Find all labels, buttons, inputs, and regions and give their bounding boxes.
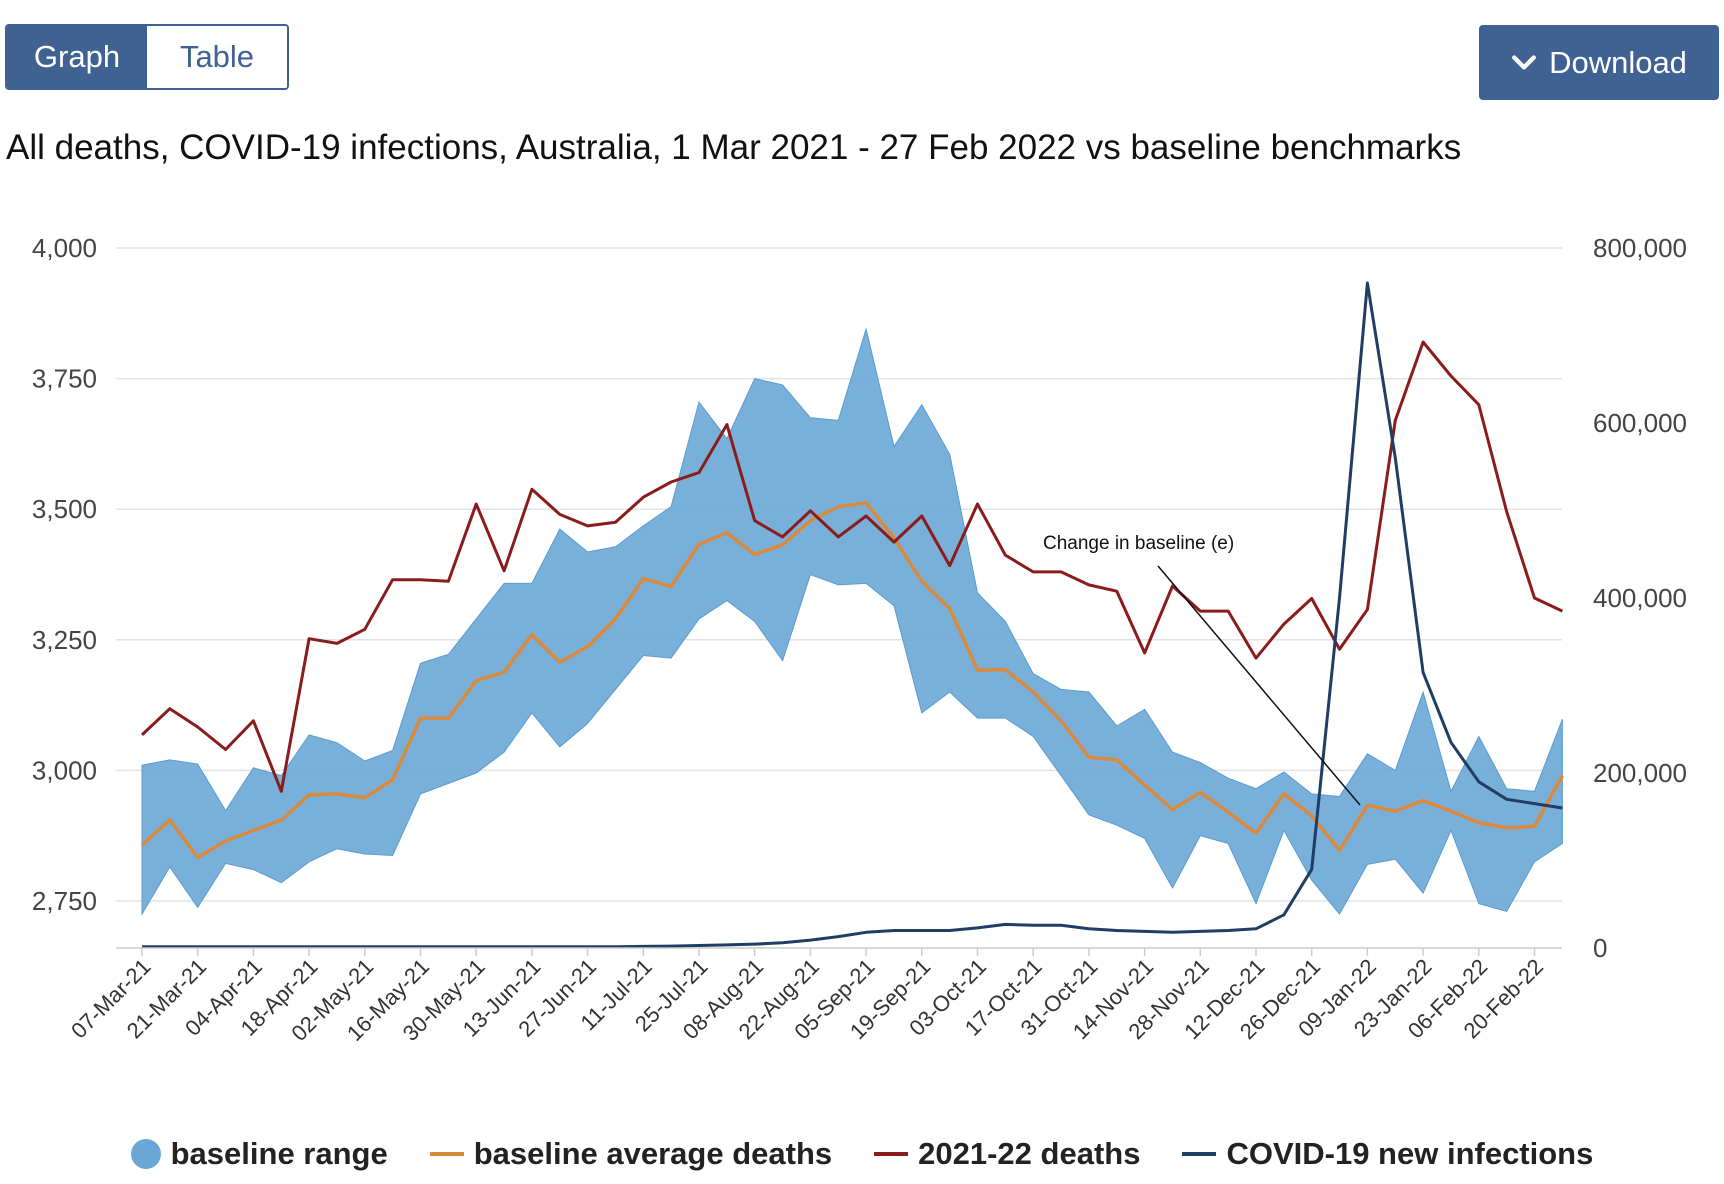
table-tab-button[interactable]: Table — [147, 26, 287, 88]
legend-swatch — [130, 1139, 161, 1169]
download-button[interactable]: Download — [1479, 25, 1719, 100]
baseline-average-line — [140, 501, 1564, 860]
download-button-label: Download — [1549, 44, 1687, 80]
legend-item-infections[interactable]: COVID-19 new infections — [1182, 1136, 1593, 1172]
y-left-tick-label: 2,750 — [32, 886, 97, 916]
baseline-range-band — [141, 327, 1563, 916]
y-right-tick-label: 600,000 — [1593, 408, 1687, 438]
y-left-tick-label: 3,250 — [32, 625, 97, 655]
deaths-2021-22-line — [140, 340, 1564, 793]
legend-swatch — [874, 1152, 909, 1156]
view-toggle: Graph Table — [5, 24, 289, 90]
y-left-tick-label: 4,000 — [32, 233, 97, 263]
legend-item-baseline-average[interactable]: baseline average deaths — [429, 1136, 833, 1172]
y-right-tick-label: 200,000 — [1593, 758, 1687, 788]
annotation: Change in baseline (e) — [1043, 533, 1361, 806]
y-right-tick-label: 0 — [1593, 933, 1607, 963]
y-left-tick-label: 3,750 — [32, 364, 97, 394]
chevron-down-icon — [1512, 54, 1536, 69]
y-left-tick-label: 3,500 — [32, 494, 97, 524]
legend-swatch — [1182, 1152, 1217, 1156]
chart: 2,750 3,000 3,250 3,500 3,750 4,000 0 200,000 40… — [32, 233, 1687, 1046]
legend-swatch — [429, 1152, 464, 1156]
covid-infections-line — [142, 281, 1563, 949]
series-lines — [140, 281, 1564, 949]
annotation-leader-line — [1157, 565, 1361, 806]
y-left-tick-label: 3,000 — [32, 755, 97, 785]
legend-label: COVID-19 new infections — [1226, 1136, 1594, 1171]
annotation-text: Change in baseline (e) — [1043, 533, 1234, 554]
chart-title: All deaths, COVID-19 infections, Austral… — [6, 128, 1462, 167]
y-right-tick-label: 400,000 — [1593, 583, 1687, 613]
baseline-range-area — [141, 327, 1563, 916]
legend-label: baseline range — [170, 1136, 388, 1171]
legend-item-baseline-range[interactable]: baseline range — [130, 1136, 388, 1172]
legend-item-deaths[interactable]: 2021-22 deaths — [874, 1136, 1140, 1172]
legend-label: 2021-22 deaths — [918, 1136, 1141, 1171]
graph-tab-button[interactable]: Graph — [7, 26, 147, 88]
y-right-tick-label: 800,000 — [1593, 233, 1687, 263]
legend: baseline range baseline average deaths 2… — [0, 1130, 1724, 1178]
legend-label: baseline average deaths — [473, 1136, 833, 1171]
